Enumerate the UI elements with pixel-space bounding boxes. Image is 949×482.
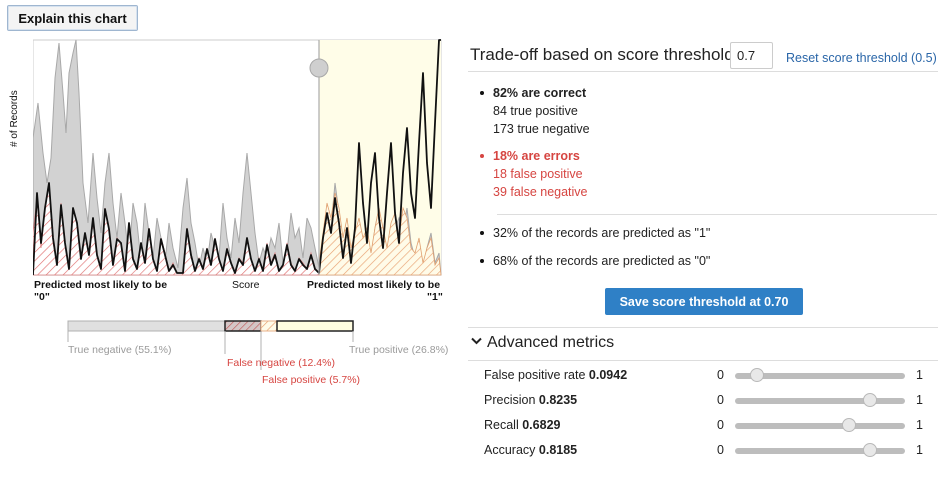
metric-label: Accuracy 0.8185 xyxy=(484,443,577,457)
slider-knob[interactable] xyxy=(749,368,764,382)
stats-divider xyxy=(497,214,937,215)
metrics-divider xyxy=(468,360,938,361)
threshold-input[interactable] xyxy=(730,42,773,69)
metric-value: 0.8185 xyxy=(538,443,578,457)
metric-label: Recall 0.6829 xyxy=(484,418,560,432)
false-positive-rate-slider[interactable] xyxy=(735,368,905,382)
true-negative-count: 173 true negative xyxy=(493,122,590,136)
bullet-icon xyxy=(480,153,484,158)
advanced-divider xyxy=(468,327,938,328)
explain-chart-button[interactable]: Explain this chart xyxy=(7,5,138,31)
x-right-label-line1: Predicted most likely to be xyxy=(307,279,441,291)
false-negative-count: 39 false negative xyxy=(493,185,588,199)
slider-max-label: 1 xyxy=(916,393,923,407)
true-negative-legend: True negative (55.1%) xyxy=(68,344,172,356)
score-distribution-chart xyxy=(33,39,442,276)
reset-threshold-link[interactable]: Reset score threshold (0.5) xyxy=(786,51,937,65)
bullet-icon xyxy=(480,258,484,263)
slider-knob[interactable] xyxy=(862,443,877,457)
recall-slider[interactable] xyxy=(735,418,905,432)
slider-knob[interactable] xyxy=(863,393,878,407)
confusion-legend-bar xyxy=(67,320,354,370)
slider-knob[interactable] xyxy=(841,418,856,432)
predicted-1-line: 32% of the records are predicted as "1" xyxy=(480,224,710,242)
errors-summary: 18% are errors xyxy=(480,147,580,165)
errors-heading: 18% are errors xyxy=(493,149,580,163)
correct-heading: 82% are correct xyxy=(493,86,587,100)
metric-value: 0.0942 xyxy=(588,368,628,382)
false-positive-segment xyxy=(260,320,278,332)
title-divider xyxy=(468,71,938,72)
threshold-handle[interactable] xyxy=(309,58,329,78)
advanced-metrics-toggle[interactable]: Advanced metrics xyxy=(471,334,614,352)
y-axis-label: # of Records xyxy=(9,90,20,147)
precision-slider[interactable] xyxy=(735,393,905,407)
slider-max-label: 1 xyxy=(916,443,923,457)
bullet-icon xyxy=(480,90,484,95)
save-threshold-button[interactable]: Save score threshold at 0.70 xyxy=(605,288,803,315)
class-1-distribution-line xyxy=(33,39,441,276)
x-right-label-line2: "1" xyxy=(427,291,443,303)
slider-min-label: 0 xyxy=(717,418,724,432)
predicted-0-line: 68% of the records are predicted as "0" xyxy=(480,252,710,270)
x-left-label-line2: "0" xyxy=(34,291,50,303)
metric-value: 0.6829 xyxy=(522,418,561,432)
metric-value: 0.8235 xyxy=(538,393,578,407)
chevron-down-icon xyxy=(471,337,482,345)
metric-name: False positive rate xyxy=(484,368,586,382)
slider-min-label: 0 xyxy=(717,443,724,457)
slider-max-label: 1 xyxy=(916,368,923,382)
true-positive-segment xyxy=(276,320,354,332)
false-negative-segment xyxy=(224,320,262,332)
slider-max-label: 1 xyxy=(916,418,923,432)
x-left-label-line1: Predicted most likely to be xyxy=(34,279,168,291)
slider-min-label: 0 xyxy=(717,393,724,407)
advanced-metrics-label: Advanced metrics xyxy=(487,334,615,351)
correct-summary: 82% are correct xyxy=(480,84,586,102)
metric-name: Recall xyxy=(484,418,519,432)
false-negative-legend: False negative (12.4%) xyxy=(227,357,335,369)
true-negative-segment xyxy=(67,320,226,332)
predicted-0-text: 68% of the records are predicted as "0" xyxy=(493,254,711,268)
metric-name: Precision xyxy=(484,393,536,407)
false-positive-legend: False positive (5.7%) xyxy=(262,374,361,386)
bullet-icon xyxy=(480,230,484,235)
false-positive-count: 18 false positive xyxy=(493,167,583,181)
metric-label: Precision 0.8235 xyxy=(484,393,577,407)
true-positive-legend: True positive (26.8%) xyxy=(349,344,449,356)
true-positive-count: 84 true positive xyxy=(493,104,578,118)
panel-title: Trade-off based on score threshold xyxy=(470,45,734,64)
accuracy-slider[interactable] xyxy=(735,443,905,457)
slider-min-label: 0 xyxy=(717,368,724,382)
metric-name: Accuracy xyxy=(484,443,536,457)
x-center-label: Score xyxy=(232,279,260,291)
metric-label: False positive rate 0.0942 xyxy=(484,368,627,382)
predicted-1-text: 32% of the records are predicted as "1" xyxy=(493,226,711,240)
